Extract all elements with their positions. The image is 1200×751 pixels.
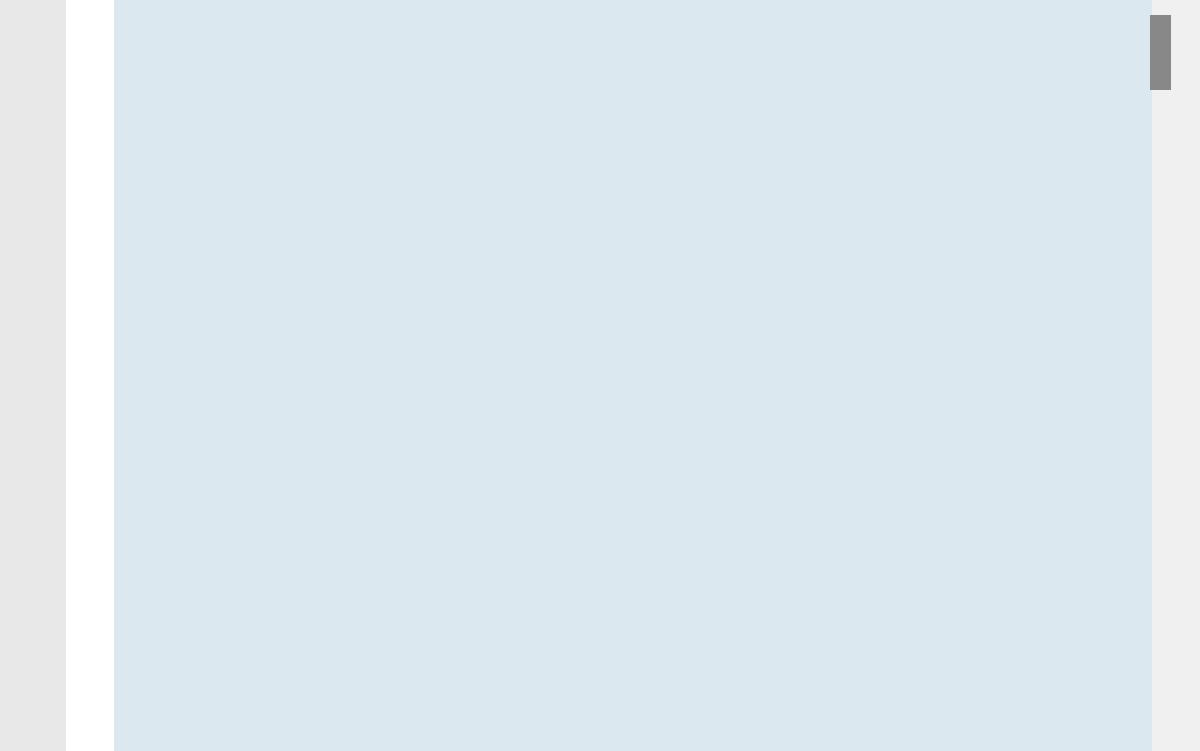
Text: Write down an expression for the force on: Write down an expression for the force o… [181, 53, 940, 86]
Text: Please use "*" for products (e.g. B*A), "/" for: Please use "*" for products (e.g. B*A), … [181, 273, 983, 307]
Text: answer you expect.: answer you expect. [181, 568, 534, 602]
Text: response" button to check you entered the: response" button to check you entered th… [181, 494, 959, 528]
Text: of the  magnetic field $B$ with the velocity $v$.: of the magnetic field $B$ with the veloc… [181, 200, 959, 238]
Text: F=: F= [172, 662, 222, 697]
Text: charge $q$ moving perpendicular to the direction: charge $q$ moving perpendicular to the d… [181, 126, 1037, 164]
Text: as appropriate. Please use the "Display: as appropriate. Please use the "Display [181, 421, 890, 454]
FancyBboxPatch shape [218, 636, 1094, 726]
Text: ratios (e.g. B/A) and the usual "+" and "-" signs: ratios (e.g. B/A) and the usual "+" and … [181, 347, 1039, 381]
